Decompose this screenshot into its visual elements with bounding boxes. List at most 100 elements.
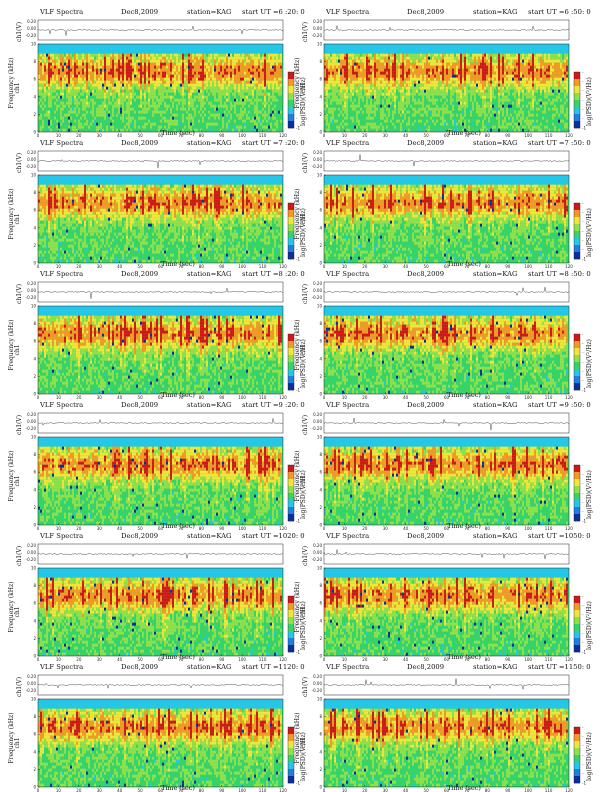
x-tick-label: 110 xyxy=(259,788,267,792)
x-tick-label: 60 xyxy=(158,526,164,531)
date-label: Dec8,2009 xyxy=(407,401,444,409)
channel-label: ch1 xyxy=(300,713,307,773)
x-tick-label: 10 xyxy=(56,264,62,269)
ch-tick-label: 0.00 xyxy=(27,681,36,686)
x-tick-label: 10 xyxy=(342,133,348,138)
channel-label: ch1 xyxy=(300,451,307,511)
colorbar xyxy=(288,465,294,522)
colorbar-tick-label: - xyxy=(582,481,584,486)
y-tick-label: 2 xyxy=(33,243,36,248)
x-tick-label: 20 xyxy=(362,526,368,531)
colorbar-tick-label: -1 xyxy=(296,257,300,262)
x-tick-label: 20 xyxy=(362,788,368,792)
x-tick-label: 20 xyxy=(76,526,82,531)
y-tick-label: 8 xyxy=(319,190,322,195)
x-tick-label: 40 xyxy=(403,526,409,531)
panel-header: VLF Spectra Dec8,2009 station=KAG start UT … xyxy=(324,139,591,149)
colorbar-tick-label: -1 xyxy=(582,257,586,262)
x-tick-label: 80 xyxy=(199,657,205,662)
waveform-trace xyxy=(323,154,570,167)
heatmap-cells xyxy=(324,306,569,394)
y-tick-label: 6 xyxy=(319,732,322,737)
waveform-trace xyxy=(323,549,570,560)
y-tick-label: 8 xyxy=(33,583,36,588)
x-tick-label: 50 xyxy=(424,526,430,531)
colorbar-tick-label: -1 xyxy=(582,519,586,524)
start-ut-label: start UT =9 :20: 0 xyxy=(242,401,305,409)
y-tick-label: 6 xyxy=(33,208,36,213)
colorbar-frame xyxy=(573,202,581,260)
ch-tick-label: -0.20 xyxy=(26,557,37,562)
x-tick-label: 110 xyxy=(545,788,553,792)
x-tick-label: 120 xyxy=(565,133,573,138)
y-tick-label: 6 xyxy=(319,339,322,344)
y-tick-label: 6 xyxy=(33,470,36,475)
time-axis-label: Time (sec) xyxy=(138,129,218,137)
ch-tick-label: 0.00 xyxy=(313,550,322,555)
y-tick-label: 10 xyxy=(317,304,323,309)
x-tick-label: 90 xyxy=(505,657,511,662)
x-tick-label: 0 xyxy=(37,133,40,138)
x-tick-label: 80 xyxy=(485,526,491,531)
ch-tick-label: 0.20 xyxy=(27,150,36,155)
x-tick-label: 50 xyxy=(138,133,144,138)
time-axis-label: Time (sec) xyxy=(424,391,504,399)
start-ut-label: start UT =9 :50: 0 xyxy=(528,401,591,409)
spectrogram-panel: VLF Spectra Dec8,2009 station=KAG start UT … xyxy=(8,139,314,269)
colorbar-tick-label: - xyxy=(582,603,584,608)
panel-header: VLF Spectra Dec8,2009 station=KAG start UT … xyxy=(324,532,591,542)
time-axis-label: Time (sec) xyxy=(138,784,218,792)
x-tick-label: 50 xyxy=(424,657,430,662)
x-tick-label: 40 xyxy=(117,395,123,400)
x-tick-label: 110 xyxy=(545,133,553,138)
colorbar-tick-label: - xyxy=(582,210,584,215)
x-tick-label: 110 xyxy=(545,526,553,531)
y-tick-label: 2 xyxy=(319,636,322,641)
start-ut-label: start UT =7 :50: 0 xyxy=(528,139,591,147)
y-tick-label: 8 xyxy=(319,452,322,457)
y-tick-label: 4 xyxy=(33,749,36,754)
x-tick-label: 90 xyxy=(219,264,225,269)
x-tick-label: 20 xyxy=(362,395,368,400)
ch-tick-label: 0.20 xyxy=(27,281,36,286)
y-tick-label: 2 xyxy=(33,505,36,510)
x-tick-label: 70 xyxy=(464,657,470,662)
x-tick-label: 60 xyxy=(444,788,450,792)
waveform-trace xyxy=(37,287,283,299)
x-tick-label: 80 xyxy=(485,264,491,269)
colorbar-tick-label: - xyxy=(296,116,298,121)
x-tick-label: 120 xyxy=(565,395,573,400)
colorbar-tick-label: - xyxy=(296,247,298,252)
colorbar-tick-label: -1 xyxy=(582,650,586,655)
y-tick-label: 10 xyxy=(317,173,323,178)
spectrogram-panel: VLF Spectra Dec8,2009 station=KAG start UT … xyxy=(294,139,600,269)
ch-tick-label: 0.20 xyxy=(27,412,36,417)
ch-tick-label: -0.20 xyxy=(312,557,323,562)
ch-tick-label: 0.00 xyxy=(27,26,36,31)
ch-tick-label: -0.20 xyxy=(26,426,37,431)
x-tick-label: 0 xyxy=(323,526,326,531)
colorbar-tick-label: - xyxy=(582,88,584,93)
channel-label: ch1 xyxy=(14,713,21,773)
x-tick-label: 70 xyxy=(464,395,470,400)
station-label: station=KAG xyxy=(473,8,517,16)
y-tick-label: 2 xyxy=(33,374,36,379)
y-tick-label: 0 xyxy=(319,392,322,397)
station-label: station=KAG xyxy=(187,270,231,278)
x-tick-label: 100 xyxy=(524,395,532,400)
x-tick-label: 20 xyxy=(362,264,368,269)
start-ut-label: start UT =1050: 0 xyxy=(528,532,591,540)
panel-header: VLF Spectra Dec8,2009 station=KAG start UT … xyxy=(324,663,591,673)
ch-tick-label: 0.00 xyxy=(27,157,36,162)
y-tick-label: 0 xyxy=(33,261,36,266)
heatmap-cells xyxy=(324,44,569,132)
ch-tick-label: 0.20 xyxy=(313,674,322,679)
ch-axis-label: ch1(V) xyxy=(16,153,23,173)
x-tick-label: 120 xyxy=(565,788,573,792)
x-tick-label: 30 xyxy=(97,395,103,400)
y-tick-label: 4 xyxy=(33,618,36,623)
heatmap-cells xyxy=(38,175,283,263)
y-tick-label: 10 xyxy=(317,697,323,702)
heatmap-cells xyxy=(38,437,283,525)
